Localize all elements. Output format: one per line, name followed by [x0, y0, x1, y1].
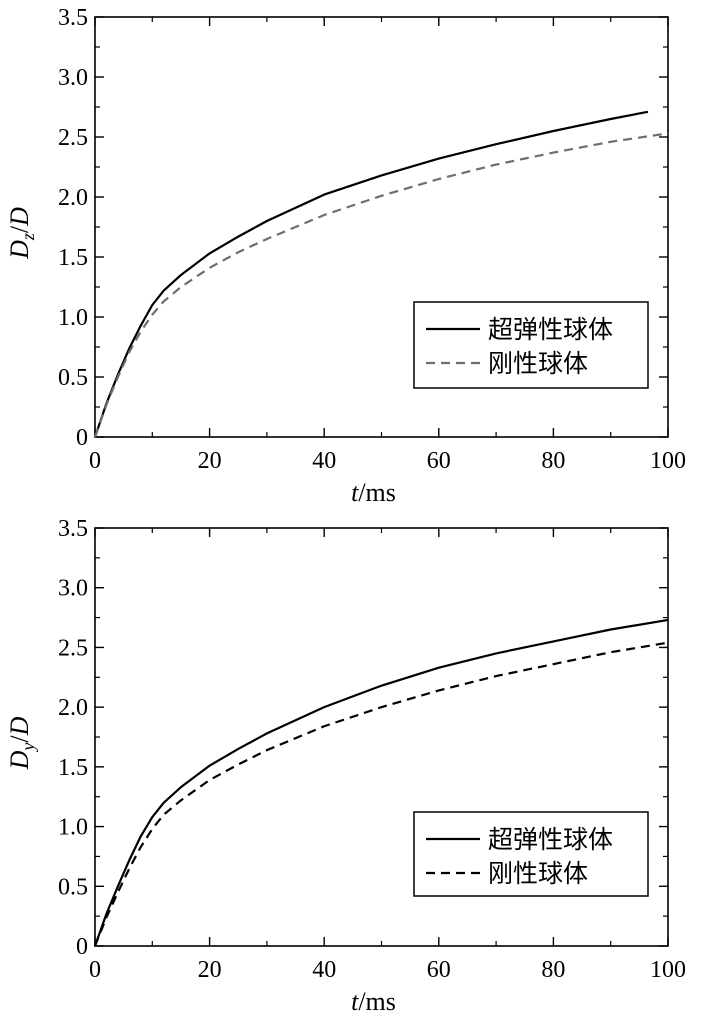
y-tick-label: 0: [76, 425, 88, 451]
x-tick-label: 20: [198, 448, 222, 474]
y-tick-label: 0: [76, 934, 88, 960]
x-tick-label: 60: [427, 448, 451, 474]
series-line-2: [93, 641, 669, 947]
legend-label-1: 超弹性球体: [488, 315, 613, 344]
y-tick-label: 2.0: [58, 185, 88, 211]
y-tick-label: 3.0: [58, 65, 88, 91]
legend-label-2: 刚性球体: [488, 349, 588, 378]
y-tick-label: 2.0: [58, 695, 88, 721]
y-tick-label: 3.5: [58, 516, 88, 542]
y-tick-label: 1.5: [58, 245, 88, 271]
y-tick-label: 1.0: [58, 305, 88, 331]
series-line-1: [93, 110, 649, 438]
x-axis-label: t/ms: [351, 987, 396, 1016]
x-tick-label: 20: [198, 957, 222, 983]
series-line-2: [93, 132, 669, 438]
y-tick-label: 2.5: [58, 635, 88, 661]
y-tick-label: 0.5: [58, 365, 88, 391]
x-tick-label: 100: [650, 448, 686, 474]
chart-panel-1: 0 20 40 60 80 100 0 0.5 1.0 1.5 2.0 2.5 3.0 3.5 t/ms Dz…: [5, 5, 686, 507]
legend-label-1: 超弹性球体: [488, 825, 613, 854]
series-line-1: [93, 618, 669, 947]
x-tick-label: 0: [89, 448, 101, 474]
y-axis-label: Dz/D: [5, 207, 38, 260]
x-tick-label: 100: [650, 957, 686, 983]
legend-box: [413, 811, 649, 897]
chart-panel-2: 0 20 40 60 80 100 0 0.5 1.0 1.5 2.0 2.5 3.0 3.5 t/ms Dy…: [5, 516, 686, 1016]
y-tick-label: 2.5: [58, 125, 88, 151]
y-tick-label: 3.5: [58, 5, 88, 31]
legend-label-2: 刚性球体: [488, 859, 588, 888]
x-tick-label: 40: [312, 957, 336, 983]
x-tick-label: 40: [312, 448, 336, 474]
y-tick-label: 1.5: [58, 755, 88, 781]
x-axis-label: t/ms: [351, 478, 396, 507]
x-tick-label: 60: [427, 957, 451, 983]
y-tick-label: 1.0: [58, 815, 88, 841]
x-tick-label: 80: [541, 448, 565, 474]
x-tick-label: 0: [89, 957, 101, 983]
y-tick-label: 3.0: [58, 576, 88, 602]
legend-box: [413, 301, 649, 389]
y-axis-label: Dy/D: [5, 716, 38, 770]
y-tick-label: 0.5: [58, 874, 88, 900]
x-tick-label: 80: [541, 957, 565, 983]
